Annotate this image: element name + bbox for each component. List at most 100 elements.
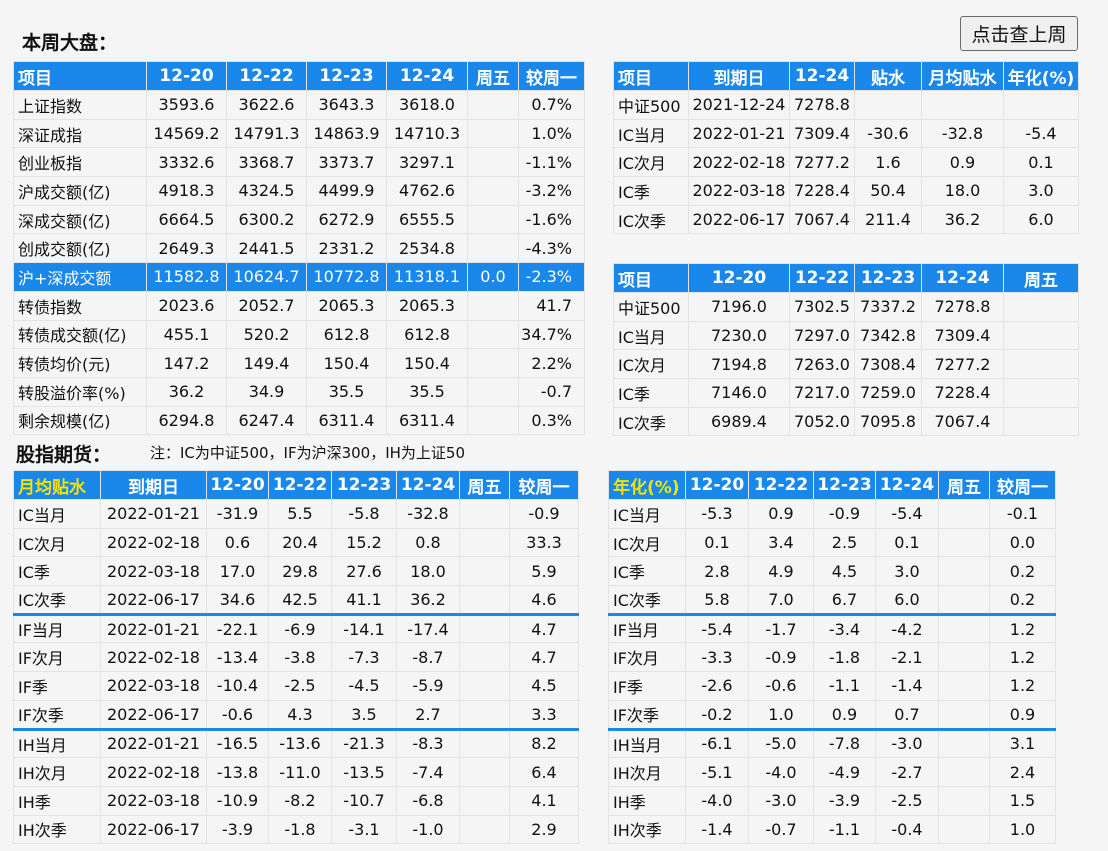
col-header: 月均贴水 — [921, 61, 1004, 91]
cell-value: 2022-06-17 — [100, 814, 207, 845]
cell-value: -0.9 — [748, 642, 814, 673]
cell-value: 6300.2 — [226, 204, 307, 235]
cell-value: -1.8 — [813, 642, 876, 673]
cell-value — [938, 728, 990, 759]
cell-value: -7.4 — [396, 757, 460, 787]
cell-value: -3.4 — [813, 613, 876, 644]
col-header: 12-22 — [226, 61, 307, 91]
cell-value: 18.0 — [921, 176, 1004, 206]
row-label: 深证成指 — [13, 118, 147, 149]
cell-value — [459, 699, 510, 731]
cell-value: 2022-01-21 — [100, 499, 207, 529]
cell-value: 34.9 — [226, 376, 307, 407]
col-header: 12-20 — [146, 61, 227, 91]
cell-value — [459, 757, 510, 787]
cell-value — [459, 556, 510, 587]
market-table: 项目 12-20 12-22 12-23 12-24 周五 较周一 上证指数 35… — [13, 61, 585, 436]
cell-value: 2331.2 — [306, 233, 387, 264]
cell-value — [938, 642, 990, 673]
cell-value: 4762.6 — [386, 176, 468, 206]
cell-value: 2022-01-21 — [688, 118, 790, 149]
cell-value — [1003, 406, 1079, 437]
cell-value: 6311.4 — [386, 405, 468, 436]
cell-value: -1.8 — [268, 814, 332, 845]
cell-value: 2022-02-18 — [100, 527, 207, 558]
row-label: IC当月 — [613, 118, 689, 149]
cell-value: 42.5 — [268, 585, 332, 616]
cell-value: 1.0 — [989, 814, 1056, 845]
cell-value — [459, 613, 510, 644]
cell-value: 455.1 — [146, 319, 227, 350]
cell-value: -1.1% — [518, 147, 585, 178]
row-label: IC当月 — [608, 499, 686, 529]
cell-value — [921, 90, 1004, 120]
cell-value: -17.4 — [396, 613, 460, 644]
table-row: IC季 7146.0 7217.0 7259.0 7228.4 — [613, 378, 1079, 408]
cell-value: -0.6 — [748, 671, 814, 701]
table-row: IC当月 -5.3 0.9 -0.9 -5.4 -0.1 — [608, 499, 1056, 529]
cell-value: -4.0 — [685, 785, 749, 816]
cell-value: 1.2 — [989, 642, 1056, 673]
cell-value: 35.5 — [306, 376, 387, 407]
cell-value: 6.0 — [1003, 204, 1079, 235]
cell-value: 20.4 — [268, 527, 332, 558]
cell-value: -0.6 — [206, 699, 269, 731]
cell-value: 1.0% — [518, 118, 585, 149]
table-row: IF当月 2022-01-21 -22.1 -6.9 -14.1 -17.4 4.7 — [13, 613, 579, 644]
previous-week-button[interactable]: 点击查上周 — [960, 16, 1078, 51]
cell-value: 520.2 — [226, 319, 307, 350]
col-header: 12-23 — [813, 470, 876, 500]
cell-value: 5.8 — [685, 585, 749, 616]
cell-value: 6.0 — [875, 585, 939, 616]
cell-value: 7228.4 — [789, 176, 855, 206]
cell-value: -5.1 — [685, 757, 749, 787]
row-label: 中证500 — [613, 292, 689, 322]
row-label: IC次月 — [613, 349, 689, 380]
cell-value: -1.4 — [875, 671, 939, 701]
col-header: 较周一 — [518, 61, 585, 91]
cell-value: 2022-03-18 — [100, 671, 207, 701]
col-header: 到期日 — [100, 470, 207, 500]
cell-value: -5.8 — [331, 499, 397, 529]
cell-value: 0.2 — [989, 556, 1056, 587]
cell-value: -32.8 — [396, 499, 460, 529]
cell-value — [459, 671, 510, 701]
cell-value: -8.2 — [268, 785, 332, 816]
cell-value: 14863.9 — [306, 118, 387, 149]
cell-value: -7.3 — [331, 642, 397, 673]
cell-value: -21.3 — [331, 728, 397, 759]
cell-value: 35.5 — [386, 376, 468, 407]
cell-value: 2065.3 — [306, 290, 387, 321]
cell-value: 3.0 — [875, 556, 939, 587]
table-row: 转债成交额(亿) 455.1 520.2 612.8 612.8 34.7% — [13, 319, 585, 350]
cell-value: -1.7 — [748, 613, 814, 644]
col-header: 周五 — [467, 61, 519, 91]
cell-value: 2534.8 — [386, 233, 468, 264]
cell-value: -10.7 — [331, 785, 397, 816]
cell-value: 6311.4 — [306, 405, 387, 436]
cell-value: 4.9 — [748, 556, 814, 587]
cell-value: 4.3 — [268, 699, 332, 731]
row-label: IC季 — [608, 556, 686, 587]
cell-value: 18.0 — [396, 556, 460, 587]
cell-value: 2.5 — [813, 527, 876, 558]
cell-value: -0.1 — [989, 499, 1056, 529]
table-row: 创业板指 3332.6 3368.7 3373.7 3297.1 -1.1% — [13, 147, 585, 178]
cell-value: 4.5 — [813, 556, 876, 587]
cell-value: -5.0 — [748, 728, 814, 759]
row-label: 转股溢价率(%) — [13, 376, 147, 407]
cell-value: 3.1 — [989, 728, 1056, 759]
monthly-discount-table: 月均贴水 到期日 12-20 12-22 12-23 12-24 周五 较周一 … — [13, 470, 579, 845]
cell-value — [467, 90, 519, 120]
cell-value: 2022-03-18 — [688, 176, 790, 206]
ic-prices-table: 项目 12-20 12-22 12-23 12-24 周五 中证500 7196.… — [613, 263, 1079, 437]
table-row: IH次月 -5.1 -4.0 -4.9 -2.7 2.4 — [608, 757, 1056, 787]
cell-value: -2.1 — [875, 642, 939, 673]
contracts-table: 项目 到期日 12-24 贴水 月均贴水 年化(%) 中证500 2021-12-… — [613, 61, 1079, 235]
cell-value: 7067.4 — [921, 406, 1004, 437]
cell-value — [459, 785, 510, 816]
cell-value: -22.1 — [206, 613, 269, 644]
cell-value: -13.8 — [206, 757, 269, 787]
row-label: IF次月 — [608, 642, 686, 673]
cell-value: 14569.2 — [146, 118, 227, 149]
